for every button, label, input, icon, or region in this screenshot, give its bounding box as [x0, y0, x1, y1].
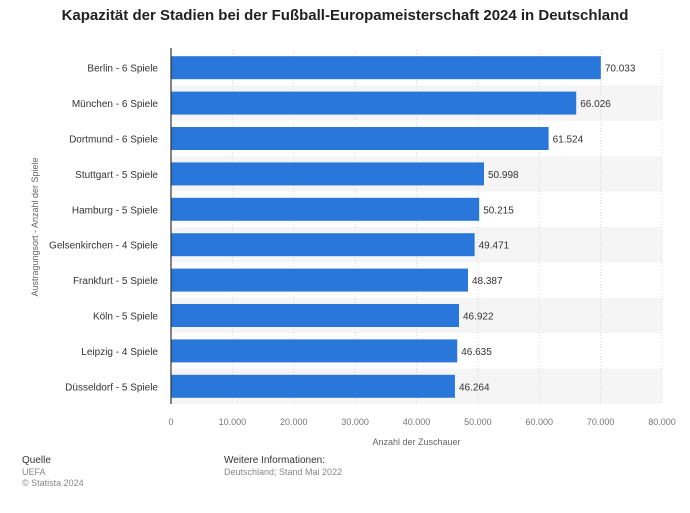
bar [171, 268, 468, 292]
x-tick-label: 50.000 [464, 417, 492, 427]
x-axis-title: Anzahl der Zuschauer [372, 437, 460, 447]
bar [171, 91, 577, 115]
bar [171, 339, 458, 363]
bar [171, 233, 475, 257]
x-tick-label: 60.000 [525, 417, 553, 427]
value-label: 61.524 [553, 135, 584, 146]
bar [171, 56, 601, 80]
x-tick-label: 20.000 [280, 417, 308, 427]
value-label: 49.471 [479, 241, 510, 252]
category-label: Berlin - 6 Spiele [87, 64, 158, 75]
info-block: Weitere Informationen: Deutschland; Stan… [224, 455, 342, 478]
value-label: 48.387 [472, 276, 503, 287]
bar [171, 197, 480, 221]
bar [171, 162, 485, 186]
category-label: Stuttgart - 5 Spiele [75, 170, 158, 181]
value-label: 46.264 [459, 382, 490, 393]
chart-title: Kapazität der Stadien bei der Fußball-Eu… [61, 7, 629, 24]
source-text: UEFA [22, 467, 46, 477]
source-block: Quelle UEFA © Statista 2024 [22, 455, 84, 489]
bar [171, 304, 459, 327]
value-label: 50.215 [483, 205, 514, 216]
info-heading: Weitere Informationen: [224, 455, 325, 466]
value-label: 66.026 [580, 99, 611, 110]
x-tick-label: 40.000 [403, 417, 431, 427]
value-label: 46.635 [461, 347, 492, 358]
value-label: 70.033 [605, 64, 636, 75]
category-label: Düsseldorf - 5 Spiele [65, 382, 158, 393]
category-label: Leipzig - 4 Spiele [81, 347, 158, 358]
category-label: Frankfurt - 5 Spiele [73, 276, 158, 287]
bar [171, 127, 549, 150]
value-label: 46.922 [463, 312, 494, 323]
source-heading: Quelle [22, 455, 51, 466]
category-label: Dortmund - 6 Spiele [69, 135, 158, 146]
copyright-text: © Statista 2024 [22, 478, 84, 488]
bar [171, 374, 455, 398]
category-label: Gelsenkirchen - 4 Spiele [49, 241, 158, 252]
y-axis-title: Austragungsort - Anzahl der Spiele [30, 157, 40, 296]
x-tick-label: 10.000 [219, 417, 247, 427]
x-tick-label: 70.000 [587, 417, 615, 427]
info-text: Deutschland; Stand Mai 2022 [224, 467, 343, 477]
value-label: 50.998 [488, 170, 519, 181]
category-label: München - 6 Spiele [72, 99, 159, 110]
x-tick-label: 0 [168, 417, 173, 427]
category-label: Hamburg - 5 Spiele [72, 205, 159, 216]
category-label: Köln - 5 Spiele [93, 312, 158, 323]
x-tick-label: 80.000 [648, 417, 676, 427]
x-tick-label: 30.000 [341, 417, 369, 427]
